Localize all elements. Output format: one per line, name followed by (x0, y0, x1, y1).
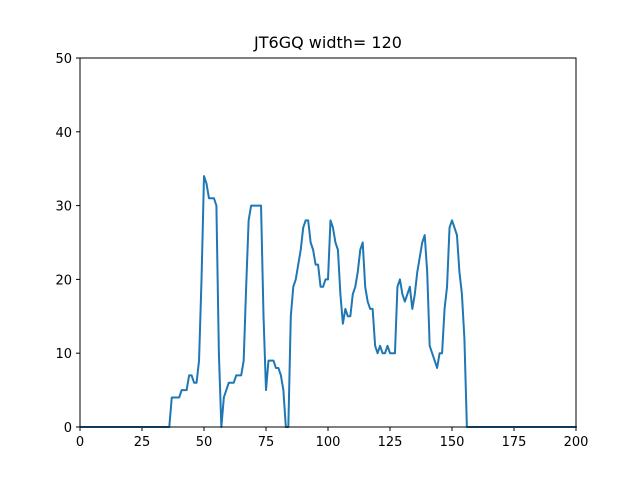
y-tick-label: 30 (55, 200, 72, 215)
x-tick-label: 125 (378, 435, 403, 450)
x-tick-label: 25 (134, 435, 151, 450)
y-tick-label: 40 (55, 126, 72, 141)
y-tick-label: 0 (64, 421, 72, 436)
chart-title: JT6GQ width= 120 (253, 33, 402, 52)
x-tick-label: 175 (502, 435, 527, 450)
plot-frame (79, 57, 577, 428)
x-tick-label: 150 (440, 435, 465, 450)
x-tick-label: 75 (258, 435, 275, 450)
y-tick-label: 20 (55, 273, 72, 288)
y-tick-label: 50 (55, 52, 72, 67)
x-tick-label: 0 (76, 435, 84, 450)
y-tick-label: 10 (55, 347, 72, 362)
x-tick-label: 50 (196, 435, 213, 450)
series-line (79, 175, 577, 428)
x-tick-label: 200 (564, 435, 589, 450)
x-tick-label: 100 (316, 435, 341, 450)
